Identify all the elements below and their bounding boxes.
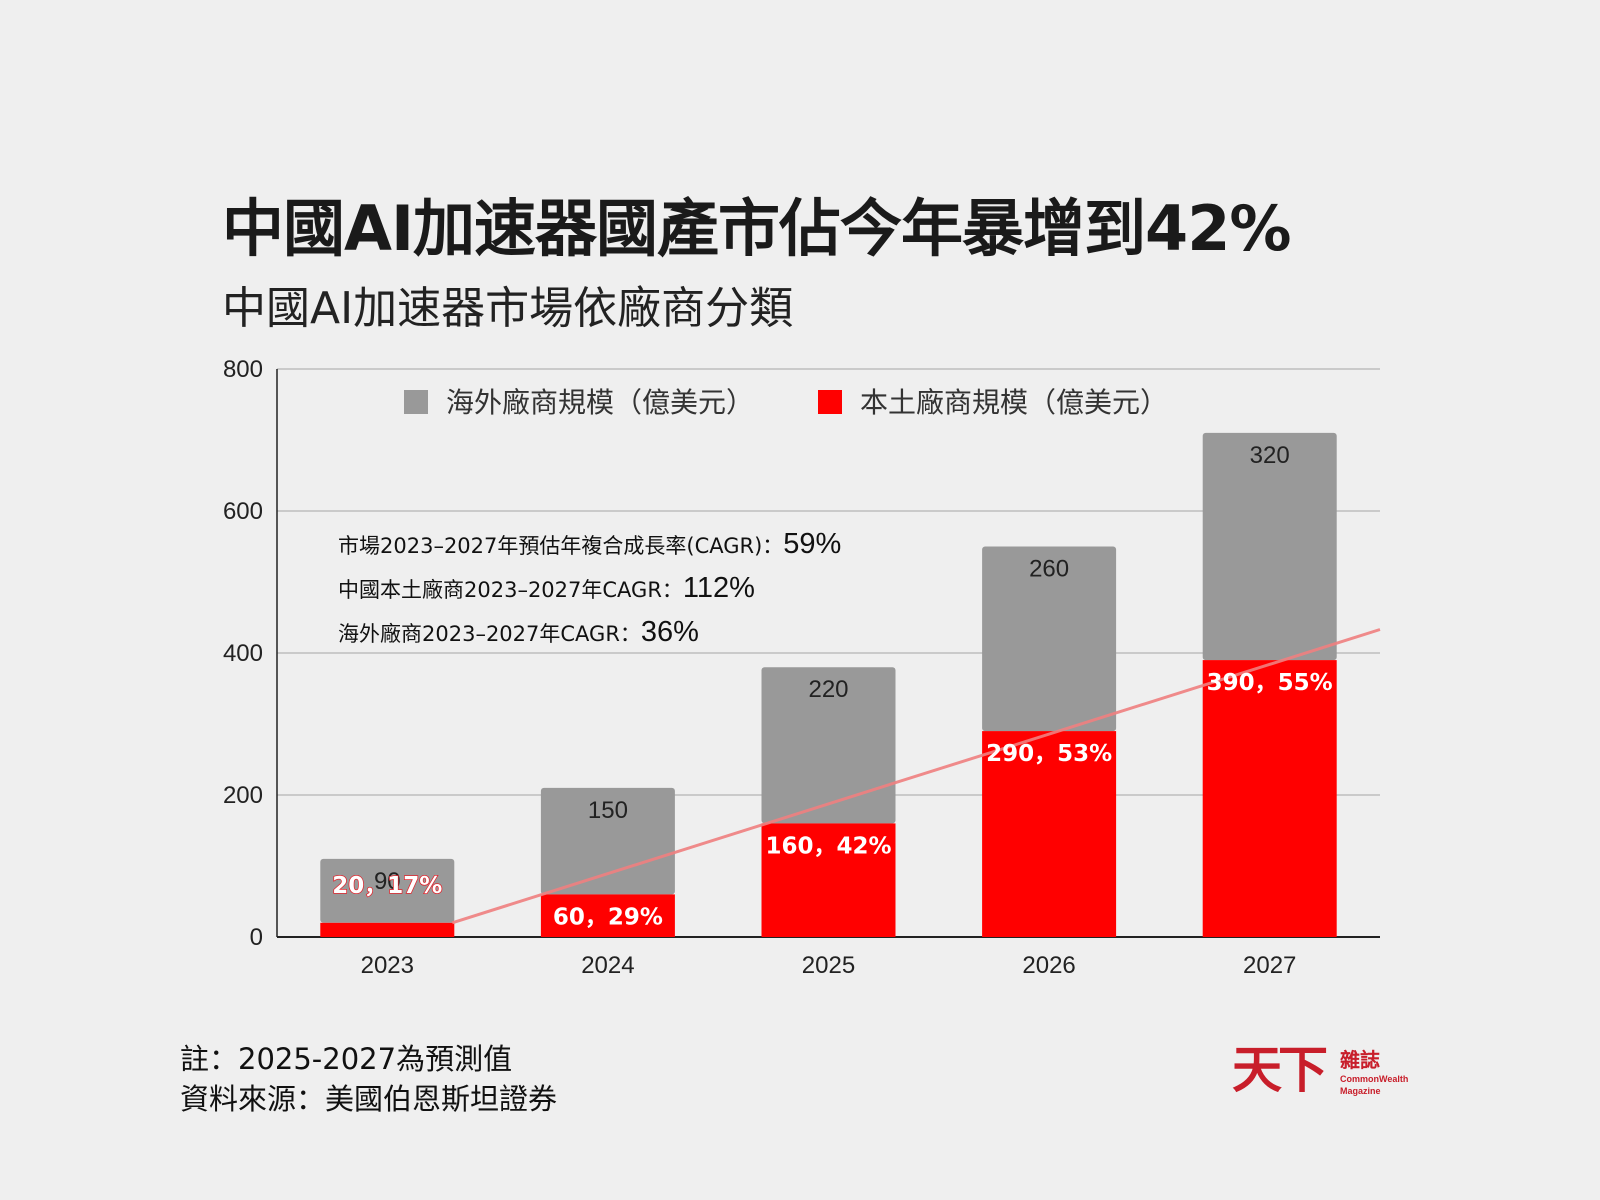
annotation-domestic-cagr: 中國本土廠商2023–2027年CAGR：112% xyxy=(338,572,755,605)
bar-foreign xyxy=(761,667,896,824)
bar-foreign xyxy=(540,787,675,895)
data-label-domestic: 390，55% xyxy=(1207,670,1333,696)
bar-foreign xyxy=(320,858,455,923)
annotation-foreign-cagr: 海外廠商2023–2027年CAGR：36% xyxy=(338,616,699,649)
bar-domestic xyxy=(320,922,455,937)
logo-sub: 雜誌 xyxy=(1340,1048,1380,1072)
data-label-foreign: 90 xyxy=(374,868,401,895)
annotation-market-cagr: 市場2023–2027年預估年複合成長率(CAGR)：59% xyxy=(338,528,841,561)
x-tick-label: 2026 xyxy=(1022,952,1075,979)
bar-domestic xyxy=(761,823,896,937)
chart-title: 中國AI加速器國產市佔今年暴增到42% xyxy=(222,192,1291,265)
data-label-foreign: 150 xyxy=(588,797,628,824)
data-label-foreign: 260 xyxy=(1029,556,1069,583)
bar-domestic xyxy=(1202,660,1337,937)
x-tick-label: 2025 xyxy=(802,952,855,979)
logo-en1: CommonWealth xyxy=(1340,1074,1409,1084)
commonwealth-logo: 天下 雜誌 CommonWealth Magazine xyxy=(1232,1040,1412,1100)
chart-subtitle: 中國AI加速器市場依廠商分類 xyxy=(222,283,794,334)
annotation-label: 中國本土廠商2023–2027年CAGR： xyxy=(338,578,683,602)
x-tick-label: 2027 xyxy=(1243,952,1296,979)
bar-domestic xyxy=(540,894,675,937)
y-tick-label: 800 xyxy=(223,356,263,383)
forecast-note: 註：2025-2027為預測值 xyxy=(180,1042,513,1076)
y-tick-label: 200 xyxy=(223,782,263,809)
data-label-domestic: 20，17% xyxy=(332,873,442,899)
bar-domestic xyxy=(982,731,1117,937)
annotation-value: 36% xyxy=(640,616,699,648)
data-label-foreign: 320 xyxy=(1250,442,1290,469)
data-label-domestic: 60，29% xyxy=(553,904,663,930)
legend-swatch xyxy=(818,390,842,414)
bar-foreign xyxy=(1202,432,1337,661)
data-label-domestic: 290，53% xyxy=(986,741,1112,767)
annotation-label: 市場2023–2027年預估年複合成長率(CAGR)： xyxy=(338,534,784,558)
source-note: 資料來源：美國伯恩斯坦證券 xyxy=(180,1082,558,1116)
y-tick-label: 600 xyxy=(223,498,263,525)
annotation-value: 112% xyxy=(682,572,755,604)
legend-label: 海外廠商規模（億美元） xyxy=(446,386,754,419)
legend-swatch xyxy=(404,390,428,414)
y-tick-label: 400 xyxy=(223,640,263,667)
data-label-domestic: 160，42% xyxy=(765,833,891,859)
y-tick-label: 0 xyxy=(250,924,263,951)
annotation-label: 海外廠商2023–2027年CAGR： xyxy=(338,622,641,646)
data-label-foreign: 220 xyxy=(808,676,848,703)
trend-line xyxy=(451,628,1381,925)
logo-en2: Magazine xyxy=(1340,1086,1381,1096)
annotation-value: 59% xyxy=(783,528,842,560)
logo-name: 天下 xyxy=(1232,1040,1328,1099)
bar-foreign xyxy=(982,546,1117,732)
x-tick-label: 2024 xyxy=(581,952,634,979)
legend-label: 本土廠商規模（億美元） xyxy=(860,386,1168,419)
x-tick-label: 2023 xyxy=(361,952,414,979)
